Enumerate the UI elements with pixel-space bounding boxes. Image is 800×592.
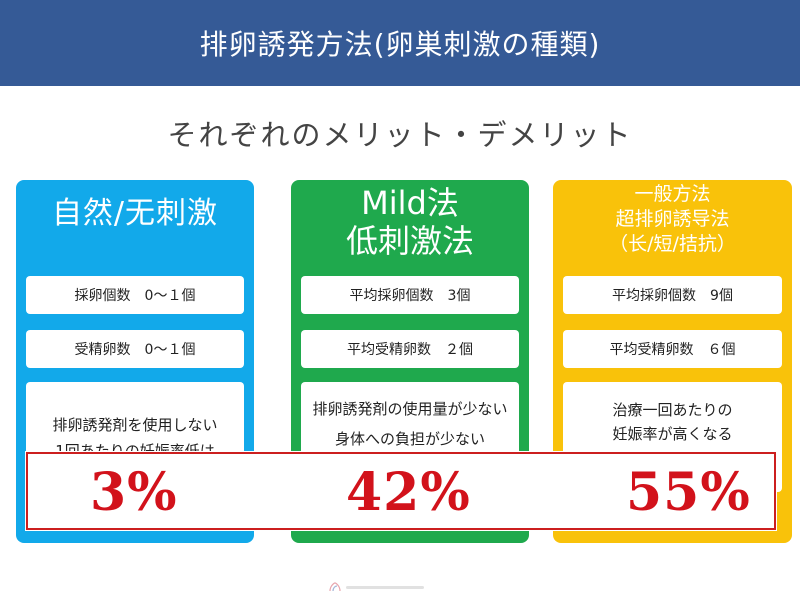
page-title: 排卵誘発方法(卵巣刺激の種類) bbox=[199, 28, 601, 61]
column-title-line: Mild法 bbox=[361, 184, 459, 222]
column-title: 一般方法 超排卵誘导法 （长/短/拮抗） bbox=[553, 182, 792, 257]
column-title: Mild法 低刺激法 bbox=[291, 184, 529, 260]
column-title-line: 低刺激法 bbox=[345, 222, 474, 260]
column-title-line: （长/短/拮抗） bbox=[609, 233, 736, 255]
column-title-line: 一般方法 bbox=[634, 183, 711, 205]
rate-mild: 42% bbox=[346, 462, 471, 523]
description-line: 排卵誘発剤を使用しない bbox=[52, 416, 218, 434]
logo-text bbox=[346, 586, 424, 589]
description-line: 排卵誘発剤の使用量が少ない bbox=[312, 400, 508, 418]
rate-banner: 3% 42% 55% bbox=[26, 452, 776, 530]
column-title: 自然/无刺激 bbox=[16, 196, 254, 232]
rate-natural: 3% bbox=[90, 462, 178, 523]
footer-logo bbox=[328, 582, 428, 592]
stat-eggs-retrieved: 平均採卵個数 3個 bbox=[301, 276, 519, 314]
stat-fertilized-eggs: 平均受精卵数 ２個 bbox=[301, 330, 519, 368]
column-title-line: 超排卵誘导法 bbox=[615, 208, 730, 230]
logo-icon bbox=[329, 582, 341, 592]
column-title-line: 自然/无刺激 bbox=[51, 196, 219, 231]
header-bar: 排卵誘発方法(卵巣刺激の種類) bbox=[0, 0, 800, 86]
stat-fertilized-eggs: 受精卵数 0～１個 bbox=[26, 330, 244, 368]
stat-eggs-retrieved: 採卵個数 0～１個 bbox=[26, 276, 244, 314]
rate-standard: 55% bbox=[626, 462, 751, 523]
description-line: 身体への負担が少ない bbox=[334, 430, 485, 448]
subtitle: それぞれのメリット・デメリット bbox=[167, 118, 633, 152]
stat-eggs-retrieved: 平均採卵個数 9個 bbox=[563, 276, 782, 314]
stat-fertilized-eggs: 平均受精卵数 ６個 bbox=[563, 330, 782, 368]
description-line: 治療一回あたりの bbox=[612, 401, 733, 419]
description-line: 妊娠率が高くなる bbox=[612, 425, 733, 443]
